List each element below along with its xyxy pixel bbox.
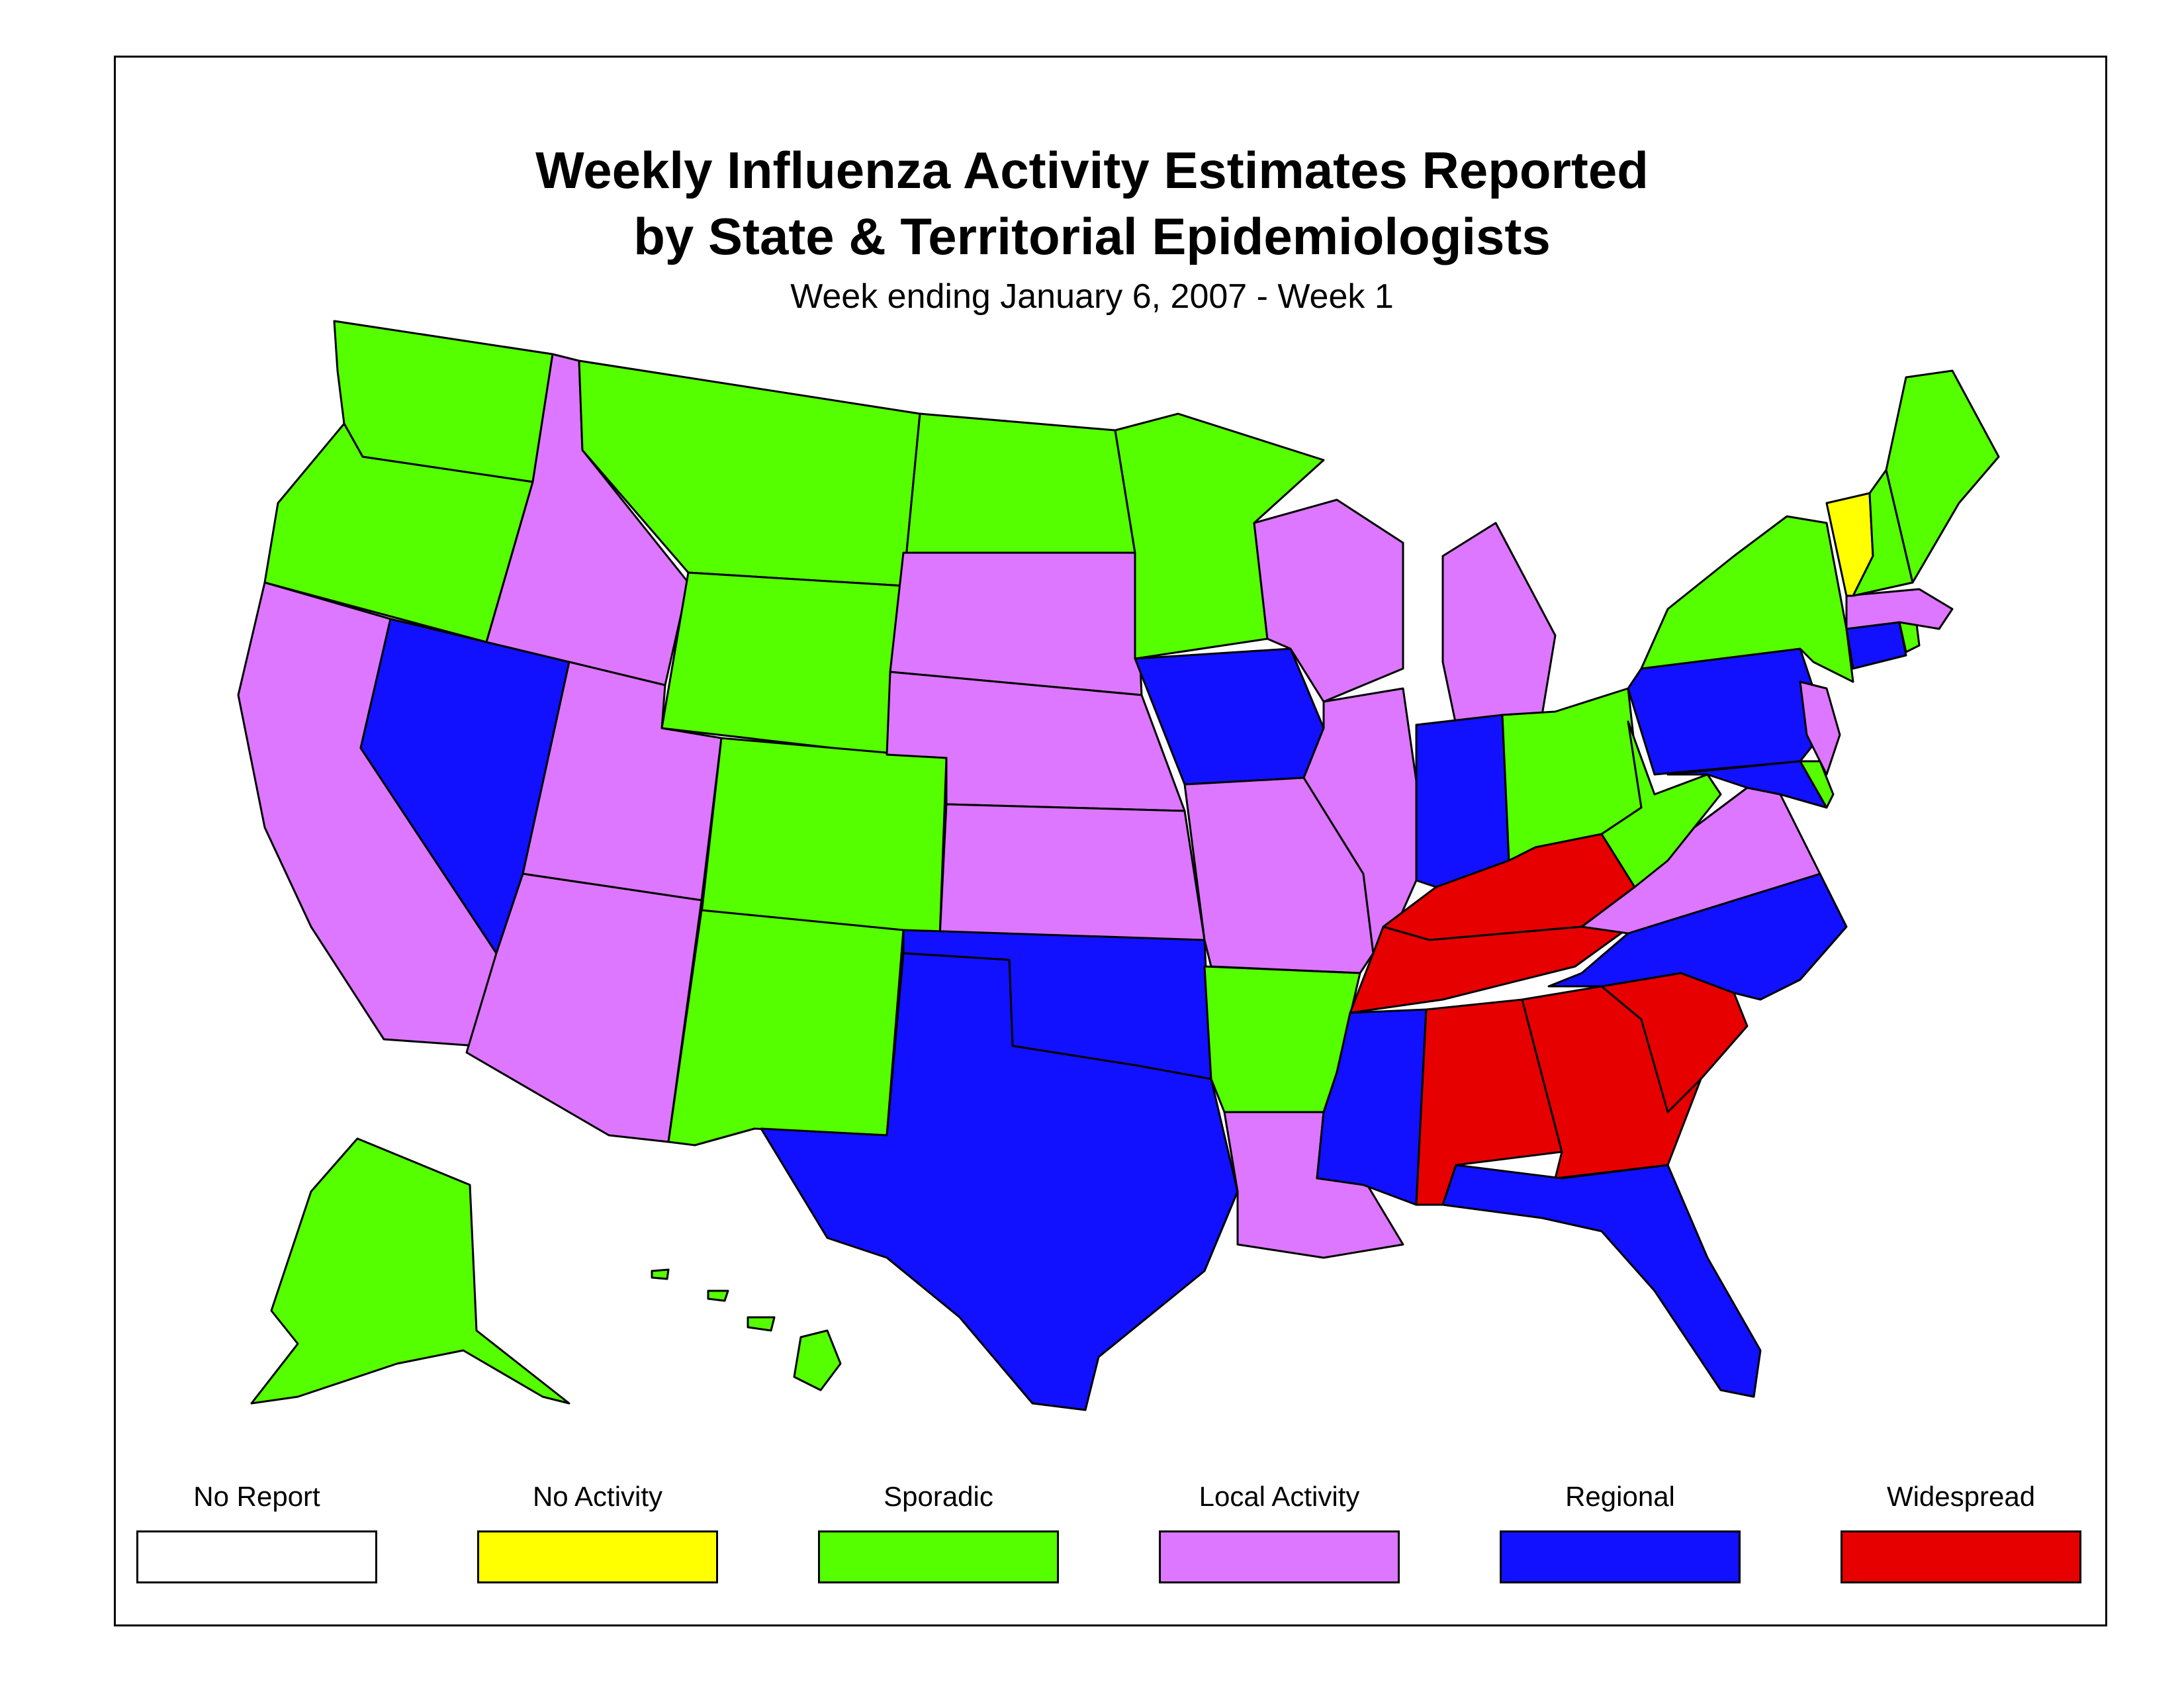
legend-label-sporadic: Sporadic xyxy=(884,1481,993,1512)
state-ks xyxy=(938,803,1206,941)
state-fl xyxy=(1441,1164,1762,1398)
legend-label-no-report: No Report xyxy=(193,1481,320,1512)
state-ak xyxy=(250,1137,570,1405)
state-hi xyxy=(651,1268,842,1391)
state-ma xyxy=(1845,588,1954,630)
state-tx xyxy=(760,952,1239,1411)
state-ny xyxy=(1640,515,1854,683)
legend-label-local-activity: Local Activity xyxy=(1199,1481,1360,1512)
legend-swatch-sporadic xyxy=(818,1530,1059,1583)
legend-swatch-regional xyxy=(1500,1530,1741,1583)
state-ms xyxy=(1316,1008,1428,1206)
state-nh xyxy=(1852,469,1914,597)
legend-swatch-no-activity xyxy=(477,1530,718,1583)
state-co xyxy=(700,737,948,938)
legend-label-regional: Regional xyxy=(1565,1481,1675,1512)
state-wy xyxy=(660,571,905,756)
state-de xyxy=(1799,760,1835,809)
legend-label-widespread: Widespread xyxy=(1886,1481,2036,1512)
map-frame xyxy=(114,56,2107,1626)
state-mi xyxy=(1441,522,1557,726)
legend-swatch-no-report xyxy=(136,1530,377,1583)
state-nj xyxy=(1799,680,1841,776)
map-subtitle: Week ending January 6, 2007 - Week 1 xyxy=(790,277,1394,316)
state-me xyxy=(1885,369,2000,584)
legend-swatch-widespread xyxy=(1841,1530,2081,1583)
legend-label-no-activity: No Activity xyxy=(532,1481,663,1512)
map-title-line2: by State & Territorial Epidemiologists xyxy=(633,207,1551,265)
state-in xyxy=(1415,714,1510,888)
state-az xyxy=(465,872,703,1143)
state-nm xyxy=(667,909,905,1147)
state-ct xyxy=(1845,621,1907,670)
state-tn xyxy=(1349,922,1636,1014)
state-pa xyxy=(1627,647,1828,776)
legend-swatch-local-activity xyxy=(1159,1530,1400,1583)
map-title-line1: Weekly Influenza Activity Estimates Repo… xyxy=(535,141,1649,199)
state-sd xyxy=(889,551,1143,696)
state-wi xyxy=(1253,498,1404,703)
